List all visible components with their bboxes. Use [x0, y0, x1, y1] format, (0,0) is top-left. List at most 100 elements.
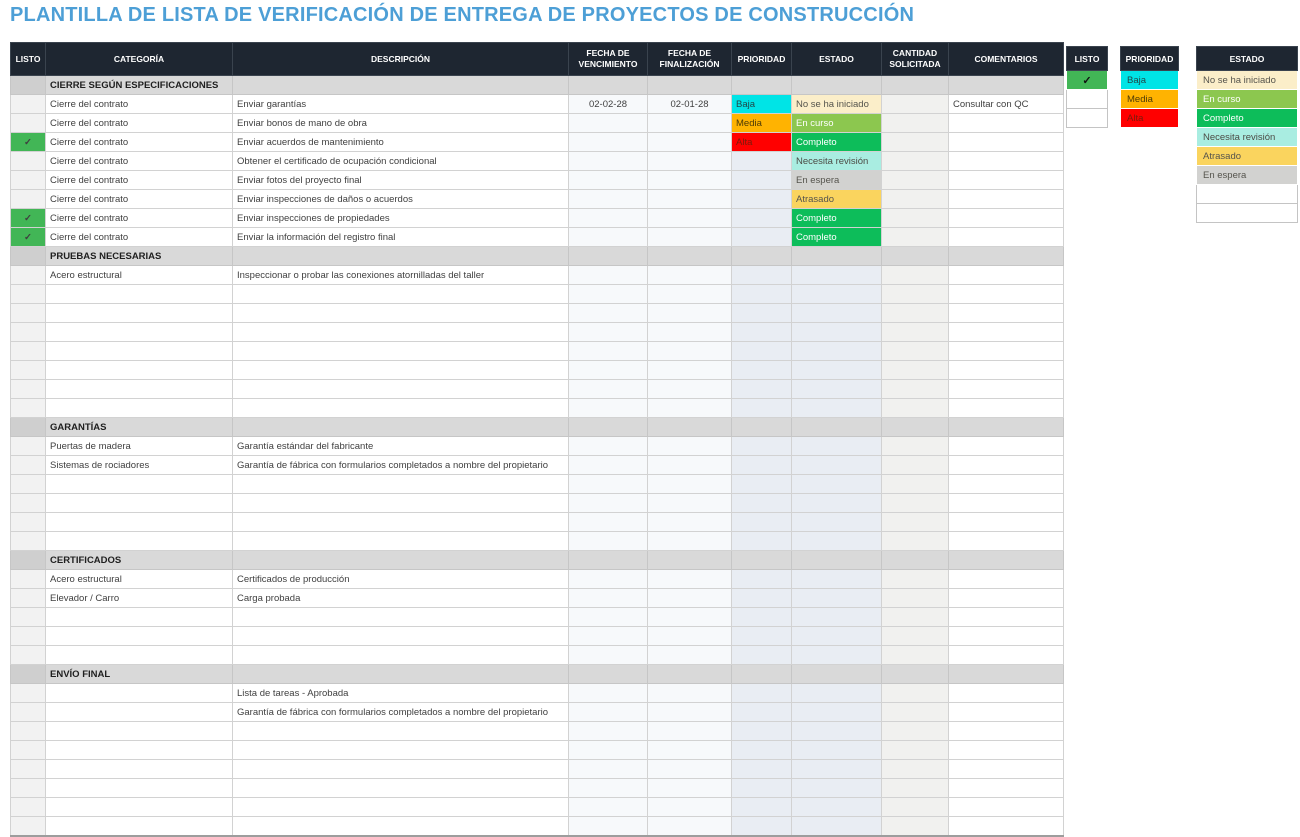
cell-categoria[interactable] — [45, 474, 233, 494]
cell-listo[interactable] — [10, 379, 46, 399]
section-cell[interactable] — [731, 550, 792, 570]
listo-checkmark-cell[interactable]: ✓ — [10, 227, 46, 247]
cell-vencimiento[interactable] — [568, 303, 648, 323]
cell-cantidad[interactable] — [881, 797, 949, 817]
cell-comentarios[interactable] — [948, 778, 1064, 798]
cell-prioridad[interactable] — [731, 303, 792, 323]
cell-vencimiento[interactable] — [568, 341, 648, 361]
cell-categoria[interactable]: Cierre del contrato — [45, 208, 233, 228]
cell-cantidad[interactable] — [881, 455, 949, 475]
section-title-cell[interactable]: PRUEBAS NECESARIAS — [45, 246, 233, 266]
cell-prioridad[interactable] — [731, 341, 792, 361]
cell-vencimiento[interactable] — [568, 189, 648, 209]
cell-descripcion[interactable]: Enviar inspecciones de propiedades — [232, 208, 569, 228]
cell-descripcion[interactable] — [232, 607, 569, 627]
section-cell[interactable] — [232, 417, 569, 437]
cell-descripcion[interactable]: Enviar acuerdos de mantenimiento — [232, 132, 569, 152]
cell-finalizacion[interactable] — [647, 436, 732, 456]
cell-vencimiento[interactable] — [568, 797, 648, 817]
cell-prioridad[interactable] — [731, 531, 792, 551]
cell-listo[interactable] — [10, 778, 46, 798]
section-title-cell[interactable]: CIERRE SEGÚN ESPECIFICACIONES — [45, 75, 233, 95]
cell-cantidad[interactable] — [881, 341, 949, 361]
cell-comentarios[interactable] — [948, 721, 1064, 741]
cell-finalizacion[interactable] — [647, 588, 732, 608]
cell-listo[interactable] — [10, 569, 46, 589]
section-cell[interactable] — [791, 246, 882, 266]
cell-listo[interactable] — [10, 816, 46, 836]
cell-listo[interactable] — [10, 398, 46, 418]
section-cell[interactable] — [948, 550, 1064, 570]
cell-categoria[interactable] — [45, 626, 233, 646]
cell-vencimiento[interactable] — [568, 645, 648, 665]
cell-categoria[interactable]: Cierre del contrato — [45, 151, 233, 171]
legend-listo-empty-cell[interactable] — [1066, 89, 1108, 109]
cell-finalizacion[interactable] — [647, 132, 732, 152]
cell-finalizacion[interactable] — [647, 759, 732, 779]
cell-estado[interactable] — [791, 265, 882, 285]
cell-comentarios[interactable] — [948, 626, 1064, 646]
cell-prioridad[interactable] — [731, 398, 792, 418]
cell-prioridad[interactable] — [731, 759, 792, 779]
cell-finalizacion[interactable] — [647, 113, 732, 133]
cell-vencimiento[interactable]: 02-02-28 — [568, 94, 648, 114]
cell-categoria[interactable] — [45, 341, 233, 361]
section-title-cell[interactable]: CERTIFICADOS — [45, 550, 233, 570]
cell-categoria[interactable] — [45, 379, 233, 399]
cell-prioridad[interactable] — [731, 474, 792, 494]
cell-estado[interactable] — [791, 436, 882, 456]
cell-comentarios[interactable] — [948, 493, 1064, 513]
legend-status-item[interactable]: Completo — [1196, 108, 1298, 128]
legend-listo-check-cell[interactable]: ✓ — [1066, 70, 1108, 90]
cell-categoria[interactable] — [45, 360, 233, 380]
cell-categoria[interactable] — [45, 816, 233, 836]
listo-checkmark-cell[interactable]: ✓ — [10, 132, 46, 152]
section-cell[interactable] — [232, 550, 569, 570]
section-cell[interactable] — [647, 664, 732, 684]
cell-comentarios[interactable] — [948, 512, 1064, 532]
cell-listo[interactable] — [10, 170, 46, 190]
cell-finalizacion[interactable] — [647, 322, 732, 342]
cell-listo[interactable] — [10, 94, 46, 114]
cell-cantidad[interactable] — [881, 94, 949, 114]
cell-prioridad[interactable]: Media — [731, 113, 792, 133]
cell-listo[interactable] — [10, 436, 46, 456]
cell-finalizacion[interactable] — [647, 740, 732, 760]
cell-estado[interactable] — [791, 645, 882, 665]
section-cell[interactable] — [791, 75, 882, 95]
legend-status-item[interactable]: No se ha iniciado — [1196, 70, 1298, 90]
cell-estado[interactable] — [791, 284, 882, 304]
section-cell[interactable] — [731, 75, 792, 95]
cell-descripcion[interactable] — [232, 398, 569, 418]
section-cell[interactable] — [647, 417, 732, 437]
legend-status-empty-cell[interactable] — [1196, 203, 1298, 223]
cell-comentarios[interactable] — [948, 645, 1064, 665]
cell-listo[interactable] — [10, 512, 46, 532]
cell-cantidad[interactable] — [881, 303, 949, 323]
cell-cantidad[interactable] — [881, 493, 949, 513]
cell-finalizacion[interactable] — [647, 702, 732, 722]
cell-estado[interactable]: Necesita revisión — [791, 151, 882, 171]
cell-cantidad[interactable] — [881, 379, 949, 399]
cell-cantidad[interactable] — [881, 208, 949, 228]
cell-comentarios[interactable] — [948, 113, 1064, 133]
cell-comentarios[interactable] — [948, 455, 1064, 475]
cell-categoria[interactable] — [45, 284, 233, 304]
cell-categoria[interactable] — [45, 759, 233, 779]
cell-descripcion[interactable] — [232, 474, 569, 494]
cell-finalizacion[interactable] — [647, 683, 732, 703]
cell-vencimiento[interactable] — [568, 398, 648, 418]
cell-cantidad[interactable] — [881, 265, 949, 285]
section-cell[interactable] — [731, 664, 792, 684]
cell-prioridad[interactable] — [731, 645, 792, 665]
cell-prioridad[interactable] — [731, 493, 792, 513]
section-cell[interactable] — [791, 417, 882, 437]
cell-estado[interactable] — [791, 322, 882, 342]
legend-status-empty-cell[interactable] — [1196, 184, 1298, 204]
cell-estado[interactable]: No se ha iniciado — [791, 94, 882, 114]
section-cell[interactable] — [568, 75, 648, 95]
cell-estado[interactable] — [791, 398, 882, 418]
cell-listo[interactable] — [10, 189, 46, 209]
cell-estado[interactable]: Atrasado — [791, 189, 882, 209]
cell-prioridad[interactable] — [731, 512, 792, 532]
